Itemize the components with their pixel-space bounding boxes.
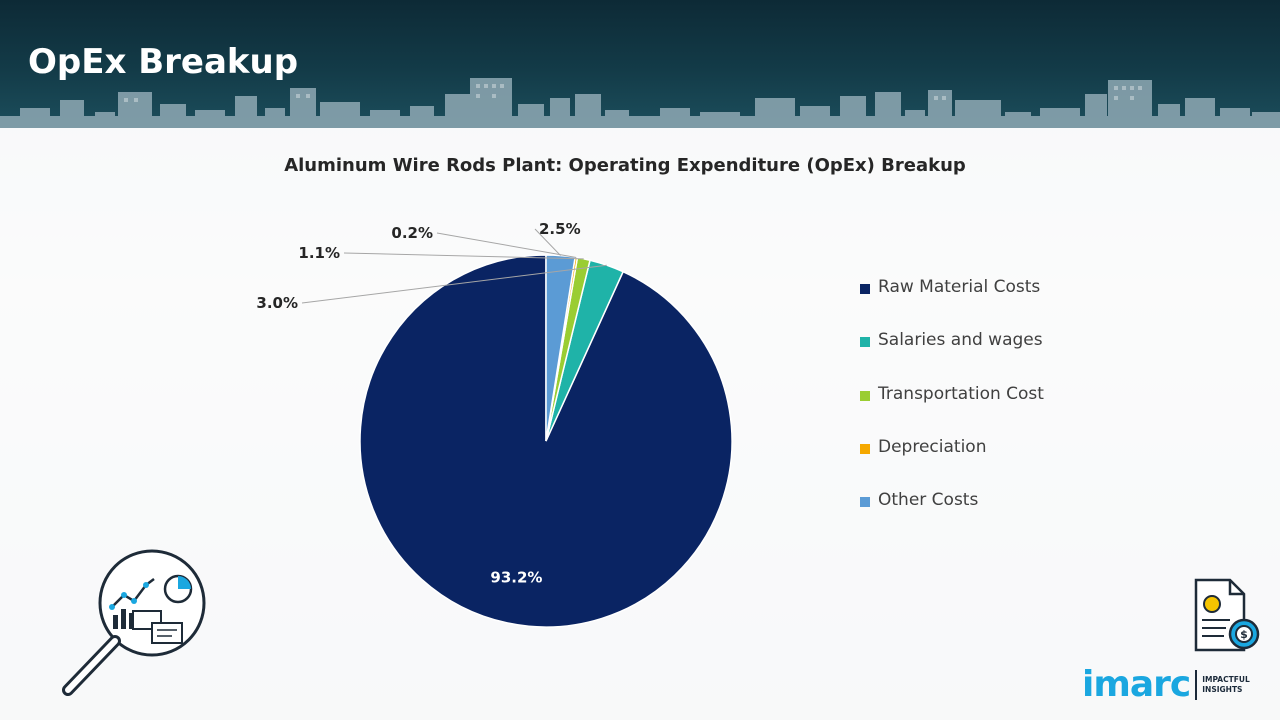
- pie-slice: [359, 254, 733, 628]
- leader-line: [436, 232, 577, 258]
- brand-tagline: IMPACTFUL INSIGHTS: [1202, 675, 1262, 695]
- leader-line: [534, 228, 561, 256]
- legend-swatch: [860, 497, 870, 508]
- legend-swatch: [860, 284, 870, 294]
- cost-document-icon: $: [1194, 578, 1260, 652]
- brand-tagline-line2: INSIGHTS: [1202, 685, 1243, 694]
- legend-swatch: [860, 390, 870, 401]
- legend-item: Transportation Cost: [860, 384, 1044, 437]
- city-skyline-graphic: [0, 78, 1280, 128]
- data-label: 2.5%: [539, 220, 581, 238]
- leader-line: [343, 252, 584, 260]
- legend-label: Depreciation: [878, 436, 987, 457]
- chart-legend: Raw Material Costs Salaries and wages Tr…: [860, 277, 1044, 543]
- svg-text:$: $: [1240, 628, 1248, 641]
- legend-item: Raw Material Costs: [860, 277, 1044, 330]
- leader-line: [301, 264, 607, 304]
- data-label: 1.1%: [298, 244, 340, 262]
- legend-swatch: [860, 337, 870, 348]
- page-title: OpEx Breakup: [28, 42, 299, 82]
- legend-item: Other Costs: [860, 490, 1044, 543]
- analytics-magnifier-icon: [62, 549, 206, 696]
- header-banner: OpEx Breakup: [0, 0, 1280, 128]
- chart-title: Aluminum Wire Rods Plant: Operating Expe…: [284, 155, 966, 176]
- legend-label: Transportation Cost: [878, 383, 1044, 404]
- legend-item: Salaries and wages: [860, 330, 1044, 383]
- brand-logo: imarc IMPACTFUL INSIGHTS: [1082, 663, 1262, 707]
- legend-label: Salaries and wages: [878, 330, 1043, 351]
- legend-label: Other Costs: [878, 490, 979, 511]
- legend-label: Raw Material Costs: [878, 277, 1041, 297]
- legend-item: Depreciation: [860, 437, 1044, 490]
- data-label: 0.2%: [391, 224, 433, 242]
- data-label: 3.0%: [256, 294, 298, 312]
- data-label: 93.2%: [490, 568, 542, 586]
- brand-tagline-line1: IMPACTFUL: [1202, 675, 1250, 684]
- legend-swatch: [860, 443, 870, 454]
- brand-name: imarc: [1082, 664, 1191, 705]
- brand-divider: [1195, 670, 1198, 700]
